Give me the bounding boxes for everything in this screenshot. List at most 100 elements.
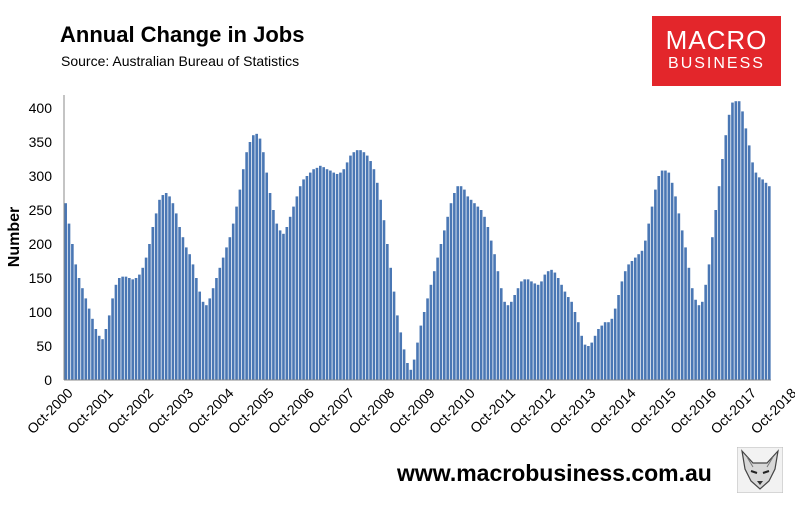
chart-bar [362,152,366,380]
chart-bar [208,298,212,380]
chart-bar [402,349,406,380]
chart-bar [174,213,178,380]
chart-bar [432,271,436,380]
chart-bar [523,279,527,380]
chart-bar [211,288,215,380]
chart-bar [704,284,707,380]
chart-bar [550,269,553,380]
chart-bar [533,283,537,380]
chart-bar [687,267,691,380]
chart-bar [67,223,71,380]
chart-bar [235,206,238,380]
chart-source: Source: Australian Bureau of Statistics [61,53,300,69]
chart-bar [503,301,506,380]
chart-bar [144,257,148,380]
chart-bar [717,186,721,380]
chart-bar [727,114,731,381]
chart-bar [342,169,346,380]
chart-bar [248,142,252,380]
chart-bar [84,298,88,380]
chart-bar [741,111,744,381]
chart-bar [71,244,74,380]
chart-bar [94,329,98,380]
chart-bar [312,169,315,380]
chart-bar [245,152,248,380]
chart-bar [701,301,704,380]
chart-bar [623,271,627,380]
chart-bar [168,196,171,380]
chart-bar [506,305,510,380]
chart-bar [630,261,634,380]
chart-bar [761,179,764,380]
chart-bar [349,155,352,380]
chart-bar [694,299,697,380]
chart-bar [449,203,453,380]
chart-bar [721,159,724,380]
chart-bar [329,170,332,380]
chart-bar [499,288,503,380]
chart-bar [563,291,567,380]
chart-bar [272,210,275,380]
chart-bar [724,135,728,380]
chart-bar [158,199,161,380]
chart-bar [288,216,292,380]
chart-bar [302,179,305,380]
y-tick-label: 300 [29,168,53,184]
chart-bar [510,301,513,380]
chart-bar [657,176,661,380]
chart-bar [241,169,245,380]
chart-bar [107,315,111,380]
chart-bar [473,203,476,380]
chart-bar [282,233,285,380]
chart-bar [600,325,604,380]
chart-bar [731,102,734,380]
chart-bar [218,267,222,380]
chart-bar [496,271,500,380]
chart-bar [453,193,456,380]
chart-bar [365,155,369,380]
chart-bar [181,237,185,380]
chart-bar [154,213,158,380]
chart-bar [737,101,741,380]
chart-bar [446,216,449,380]
chart-bar [577,322,580,380]
chart-bar [121,276,124,380]
y-tick-label: 150 [29,270,53,286]
chart-bar [164,193,168,380]
chart-bar [463,189,466,380]
chart-bar [617,295,620,380]
chart-bar [479,210,483,380]
chart-bar [764,182,768,380]
chart-bar [530,281,533,380]
chart-bar [513,295,516,380]
chart-bar [255,133,258,380]
chart-bar [587,346,590,380]
website-url[interactable]: www.macrobusiness.com.au [397,460,712,486]
chart-bar [560,284,563,380]
chart-bar [117,278,121,380]
chart-bar [690,288,694,380]
chart-bar [308,172,312,380]
chart-bar [382,220,386,380]
chart-bar [195,278,198,380]
chart-bar [104,329,108,380]
chart-bar [489,240,493,380]
chart-bar [74,264,78,380]
chart-bar [295,196,299,380]
macrobusiness-logo[interactable]: MACRO BUSINESS [652,16,781,86]
chart-bar [536,284,540,380]
chart-bar [238,189,242,380]
chart-bar [171,203,175,380]
chart-bar [205,305,208,380]
chart-bar [114,284,118,380]
y-tick-label: 100 [29,304,53,320]
chart-bar [64,203,67,380]
chart-bar [409,369,413,380]
chart-bar [573,312,577,380]
chart-bar [319,165,322,380]
chart-bar [215,278,218,380]
chart-bar [613,308,617,380]
chart-bar [627,264,630,380]
chart-bar [392,291,396,380]
